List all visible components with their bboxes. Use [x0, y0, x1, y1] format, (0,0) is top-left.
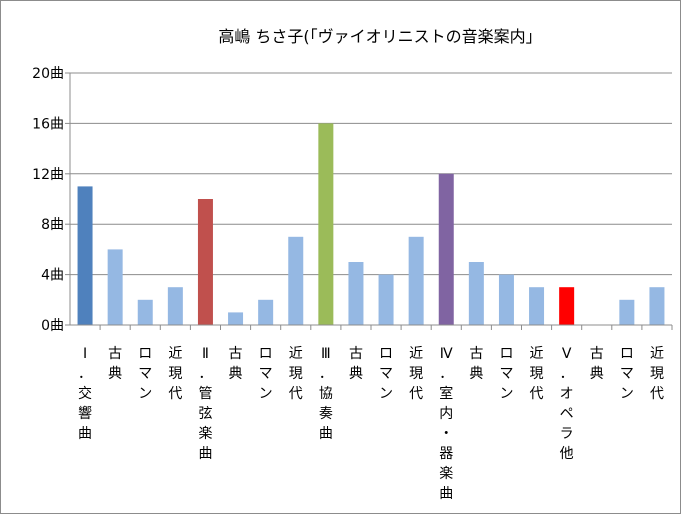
y-axis-tick-labels: 0曲 4曲 8曲 12曲 16曲 20曲 [32, 66, 64, 334]
bar [378, 274, 394, 325]
gridlines [70, 72, 672, 276]
x-category-label: Ⅴ ．オペラ他 [560, 346, 574, 462]
x-category-label: 古典 [229, 346, 243, 382]
x-category-label: 古典 [108, 346, 122, 382]
y-tick-label: 16曲 [32, 116, 64, 132]
y-tick-label: 8曲 [41, 217, 64, 233]
x-category-label: ロマン [620, 346, 634, 402]
x-category-label: ロマン [379, 346, 393, 402]
x-category-label: 古典 [349, 346, 363, 382]
bar [318, 123, 334, 326]
bar [167, 287, 183, 325]
x-category-label: 近現代 [409, 346, 423, 402]
x-category-label: Ⅳ ．室内・器楽曲 [439, 346, 453, 502]
chart-title: 高嶋 ちさ子(「ヴァイオリニストの音楽案内」 [218, 27, 541, 46]
axes [65, 72, 673, 330]
bar [559, 287, 575, 325]
bar [438, 173, 454, 325]
x-category-label: Ⅲ ．協奏曲 [319, 346, 333, 442]
y-tick-label: 20曲 [32, 66, 64, 82]
bar [529, 287, 545, 325]
bar [77, 186, 93, 325]
bar [498, 274, 514, 325]
x-category-label: Ⅱ ．管弦楽曲 [198, 346, 212, 462]
bar [468, 262, 484, 325]
y-tick-label: 0曲 [41, 318, 64, 334]
y-tick-label: 12曲 [32, 167, 64, 183]
bar [288, 236, 304, 325]
x-category-label: ロマン [259, 346, 273, 402]
x-category-label: 近現代 [168, 346, 182, 402]
x-category-label: ロマン [499, 346, 513, 402]
bar [619, 299, 635, 325]
bar [107, 249, 123, 325]
bar [649, 287, 665, 325]
bar [348, 262, 364, 325]
bar [137, 299, 153, 325]
bar [228, 312, 244, 325]
x-category-label: 近現代 [530, 346, 544, 402]
x-category-label: 古典 [469, 346, 483, 382]
x-category-label: 近現代 [289, 346, 303, 402]
x-category-label: ロマン [138, 346, 152, 402]
bar [258, 299, 274, 325]
x-category-label: 古典 [590, 346, 604, 382]
x-axis-category-labels: Ⅰ ．交響曲 古典 ロマン 近現代 Ⅱ ．管弦楽曲 古典 ロマン 近現代 Ⅲ ．協奏曲 古典 ロマン 近現代… [78, 346, 664, 502]
bars [77, 123, 665, 326]
x-category-label: 近現代 [650, 346, 664, 402]
y-tick-label: 4曲 [41, 268, 64, 284]
x-category-label: Ⅰ ．交響曲 [78, 346, 92, 442]
bar [408, 236, 424, 325]
bar [197, 199, 213, 325]
